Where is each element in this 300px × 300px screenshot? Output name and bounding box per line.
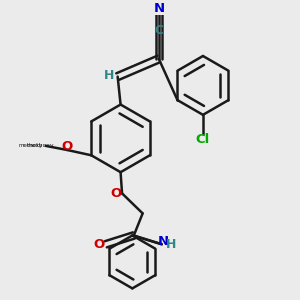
Text: N: N <box>158 236 169 248</box>
Text: methoxy: methoxy <box>19 143 43 148</box>
Text: O: O <box>62 140 73 153</box>
Text: Cl: Cl <box>196 133 210 146</box>
Text: N: N <box>153 2 164 14</box>
Text: H: H <box>104 69 115 82</box>
Text: O: O <box>110 187 121 200</box>
Text: methoxy: methoxy <box>27 143 54 148</box>
Text: H: H <box>165 238 176 251</box>
Text: C: C <box>154 25 163 38</box>
Text: O: O <box>94 238 105 251</box>
